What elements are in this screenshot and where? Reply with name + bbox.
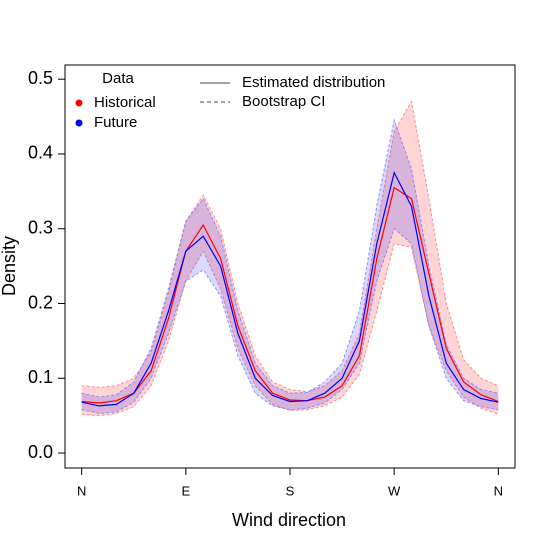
legend-label: Historical <box>94 94 156 111</box>
density-line <box>81 170 499 407</box>
ci-line <box>81 118 499 398</box>
y-tick-label: 0.1 <box>28 367 53 387</box>
x-tick-label: N <box>77 483 86 498</box>
x-tick-label: W <box>388 483 401 498</box>
y-tick-label: 0.0 <box>28 442 53 462</box>
y-tick-label: 0.3 <box>28 217 53 237</box>
ci-line <box>81 227 499 414</box>
y-tick-label: 0.5 <box>28 68 53 88</box>
x-tick-label: E <box>181 483 190 498</box>
ci-line <box>81 100 499 393</box>
x-tick-label: S <box>286 483 295 498</box>
legend-label: Bootstrap CI <box>242 93 325 110</box>
y-tick-label: 0.2 <box>28 292 53 312</box>
density-line <box>81 186 499 404</box>
y-axis-title: Density <box>0 236 19 296</box>
legend-label: Future <box>94 114 137 131</box>
x-tick-label: N <box>494 483 503 498</box>
legend-dot <box>75 99 83 107</box>
legend-dot <box>75 119 83 127</box>
ci-band <box>81 101 499 416</box>
x-axis-title: Wind direction <box>232 510 346 530</box>
y-tick-label: 0.4 <box>28 143 53 163</box>
ci-band <box>81 120 499 414</box>
legend-title: Data <box>102 70 134 87</box>
legend-label: Estimated distribution <box>242 74 385 91</box>
